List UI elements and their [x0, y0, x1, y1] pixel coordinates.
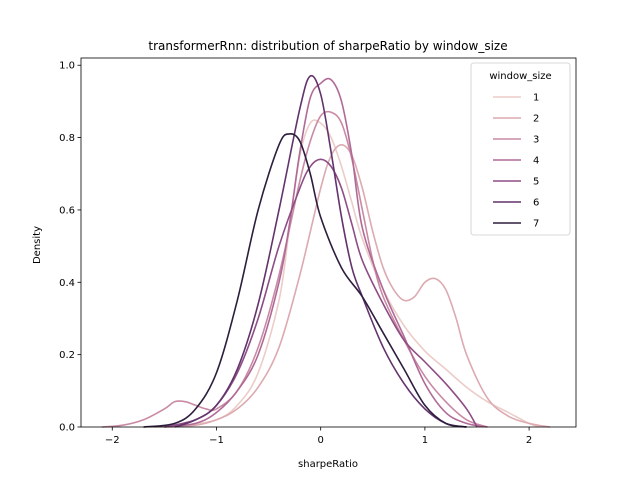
series-line-2	[164, 144, 551, 428]
y-axis-label: Density	[32, 226, 43, 264]
legend-label-6: 6	[533, 198, 539, 209]
axes-frame	[80, 57, 577, 428]
series-line-6	[174, 74, 467, 428]
legend-label-1: 1	[533, 93, 539, 104]
legend-title: window_size	[489, 71, 551, 82]
legend-label-3: 3	[533, 135, 539, 146]
y-tick-label: 0.4	[59, 278, 75, 289]
x-tick-label: 1	[422, 435, 428, 446]
x-tick-label: −1	[209, 435, 224, 446]
y-tick-label: 0.2	[59, 350, 75, 361]
legend: window_size 1 2 3 4 5 6 7	[470, 62, 571, 236]
legend-box	[470, 62, 571, 236]
axes-layer: −2 −1 0 1 2 0.0 0.2 0.4 0.6 0.8 1.0	[59, 57, 577, 446]
series-layer	[101, 74, 551, 428]
y-tick-label: 1.0	[59, 61, 75, 72]
x-axis-label: sharpeRatio	[298, 459, 358, 470]
legend-label-4: 4	[533, 156, 539, 167]
series-line-1	[153, 119, 540, 428]
y-tick-label: 0.0	[59, 423, 75, 434]
legend-label-7: 7	[533, 219, 539, 230]
series-line-4	[164, 77, 488, 428]
x-tick-label: −2	[105, 435, 120, 446]
legend-label-5: 5	[533, 177, 539, 188]
series-line-5	[164, 158, 478, 428]
chart-title: transformerRnn: distribution of sharpeRa…	[148, 39, 507, 53]
series-line-7	[143, 133, 467, 428]
y-tick-label: 0.8	[59, 133, 75, 144]
legend-label-2: 2	[533, 114, 539, 125]
x-tick-label: 2	[526, 435, 532, 446]
x-tick-label: 0	[317, 435, 323, 446]
y-tick-label: 0.6	[59, 205, 75, 216]
